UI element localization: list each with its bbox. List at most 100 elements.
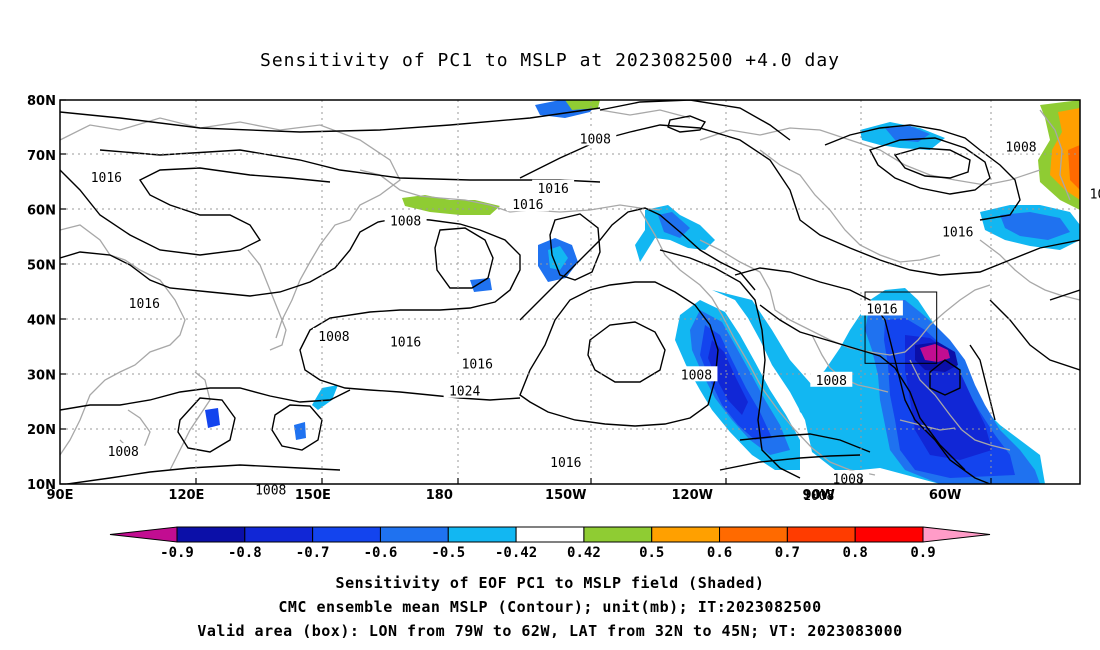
colorbar-label: 0.6	[707, 545, 732, 561]
lat-label: 70N	[27, 149, 56, 164]
isobars	[60, 100, 1080, 484]
contour-label-text: 1016	[91, 171, 122, 186]
caption-line-2: CMC ensemble mean MSLP (Contour); unit(m…	[278, 598, 822, 616]
shaded-region	[1000, 212, 1070, 240]
colorbar-segment	[719, 526, 788, 543]
shaded-region	[294, 422, 306, 440]
valid-area-box	[864, 291, 938, 364]
contour-label: 1008	[999, 138, 1042, 156]
colorbar-segment	[379, 526, 449, 543]
lat-label: 80N	[27, 94, 56, 109]
contour-label-text: 1008	[580, 132, 611, 147]
lon-label: 60W	[929, 488, 961, 503]
shaded-region	[1068, 145, 1080, 190]
contour-label-text: 1016	[129, 297, 160, 312]
contour-label: 1000	[1084, 185, 1100, 202]
colorbar-segment	[176, 526, 246, 543]
lon-label: 90E	[47, 488, 74, 503]
contour-label-text: 1008	[816, 374, 847, 389]
contour-label: 1016	[384, 333, 427, 350]
contour-label-text: 1016	[462, 357, 493, 372]
contour-label: 1016	[85, 168, 128, 186]
caption-line-1: Sensitivity of EOF PC1 to MSLP field (Sh…	[335, 574, 765, 592]
colorbar-segment	[583, 526, 653, 543]
colorbar-label: 0.5	[639, 545, 664, 561]
contour-label: 1016	[936, 223, 979, 241]
colorbar-label: 0.7	[775, 545, 800, 561]
contour-label: 1016	[123, 294, 166, 312]
map-title: Sensitivity of PC1 to MSLP at 2023082500…	[259, 50, 840, 71]
colorbar-segment	[109, 526, 178, 543]
contour-label: 1024	[443, 382, 486, 400]
colorbar-segment	[786, 526, 856, 543]
colorbar-segment	[651, 526, 721, 543]
colorbar-label: -0.6	[364, 545, 398, 561]
colorbar-label: -0.8	[228, 545, 262, 561]
contour-label-text: 1008	[108, 445, 139, 460]
contour-label-text: 1016	[512, 198, 543, 213]
colorbar-label: 0.8	[843, 545, 868, 561]
lat-label: 20N	[27, 423, 56, 438]
contour-label-text: 1008	[390, 215, 421, 230]
shaded-region	[885, 126, 930, 142]
lon-label: 150E	[295, 488, 331, 503]
contour-label-text: 1016	[390, 335, 421, 350]
contour-label: 1008	[827, 470, 870, 488]
contour-labels: 1008100810001016101610161008101610081016…	[85, 130, 1100, 504]
lat-label: 50N	[27, 259, 56, 274]
contour-label: 1016	[532, 179, 575, 197]
colorbar-label: -0.5	[431, 545, 465, 561]
sensitivity-shading	[205, 100, 1080, 484]
contour-label: 1008	[249, 481, 292, 498]
colorbar-label: 0.42	[567, 545, 601, 561]
contour-label-text: 1024	[449, 385, 480, 400]
shaded-region	[658, 212, 690, 238]
lat-label: 60N	[27, 204, 56, 219]
lon-label: 120E	[168, 488, 204, 503]
colorbar-segment	[244, 526, 314, 543]
contour-label-text: 1016	[537, 182, 568, 197]
latitude-labels: 80N 70N 60N 50N 40N 30N 20N 10N	[27, 94, 56, 493]
contour-label: 1016	[506, 196, 549, 213]
colorbar-segment	[447, 526, 517, 543]
contour-label: 1008	[810, 371, 853, 389]
contour-label-text: 1008	[255, 483, 286, 498]
colorbar-segment	[312, 526, 381, 543]
colorbar-segment	[515, 526, 585, 543]
colorbar-segment	[922, 526, 991, 543]
contour-label: 1008	[797, 486, 840, 504]
shaded-region	[920, 344, 950, 362]
shaded-region	[795, 390, 838, 425]
lon-label: 180	[426, 488, 453, 503]
colorbar-label: -0.42	[495, 545, 537, 561]
shaded-region	[708, 340, 748, 415]
colorbar-label: 0.9	[910, 545, 935, 561]
graticule	[60, 100, 1080, 484]
lon-label: 150W	[545, 488, 586, 503]
longitude-labels: 90E 120E 150E 180 150W 120W 90W 60W	[47, 488, 962, 503]
contour-label-text: 1000	[1090, 187, 1100, 202]
lon-label: 120W	[671, 488, 712, 503]
contour-label: 1008	[384, 212, 427, 230]
shaded-region	[312, 385, 338, 410]
contour-label: 1008	[312, 327, 355, 345]
contour-label: 1016	[456, 355, 499, 372]
contour-label: 1016	[860, 300, 903, 317]
contour-label-text: 1008	[803, 489, 834, 504]
contour-label: 1008	[102, 443, 145, 460]
colorbar-label: -0.9	[160, 545, 194, 561]
contour-label-text: 1016	[866, 302, 897, 317]
map-frame	[59, 99, 1081, 485]
colorbar-segment	[854, 526, 924, 543]
contour-label-text: 1008	[833, 473, 864, 488]
lat-label: 40N	[27, 313, 56, 328]
contour-label-text: 1008	[318, 330, 349, 345]
contour-label: 1008	[675, 366, 718, 383]
colorbar: -0.9 -0.8 -0.7 -0.6 -0.5 -0.42 0.42 0.5 0.6 0.7 0.…	[109, 526, 991, 561]
contour-label-text: 1016	[550, 456, 581, 471]
lat-label: 10N	[27, 478, 56, 493]
contour-label-text: 1016	[942, 226, 973, 241]
contour-label: 1016	[544, 454, 587, 471]
contour-label-text: 1008	[1005, 141, 1036, 156]
contour-label: 1008	[574, 130, 617, 147]
